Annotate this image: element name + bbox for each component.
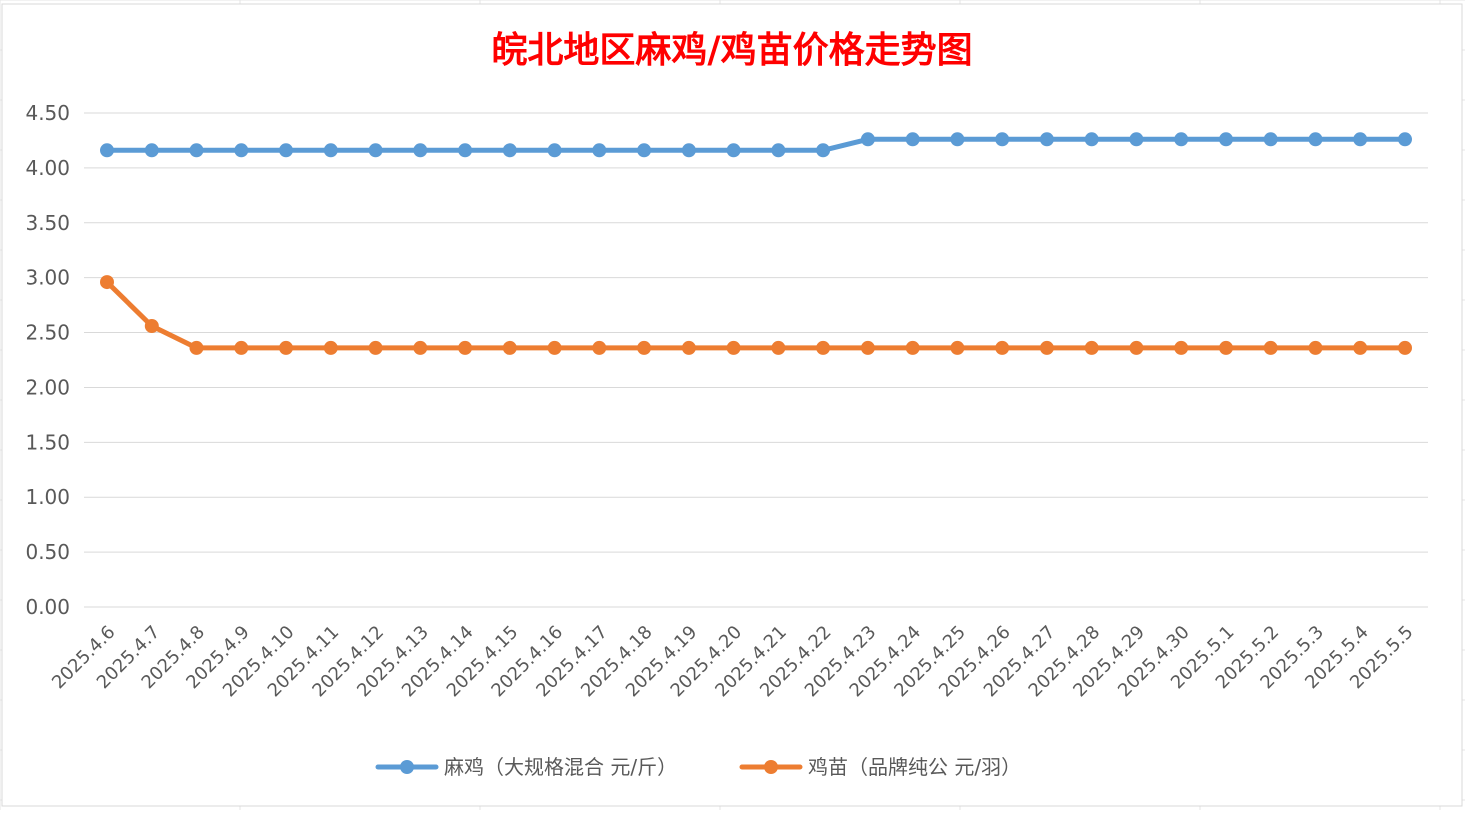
data-point[interactable] — [368, 143, 383, 158]
y-tick-label: 4.50 — [25, 101, 70, 125]
data-point[interactable] — [592, 143, 607, 158]
data-point[interactable] — [189, 143, 204, 158]
data-point[interactable] — [1308, 340, 1323, 355]
data-point[interactable] — [547, 340, 562, 355]
y-tick-label: 1.50 — [25, 430, 70, 454]
data-point[interactable] — [1174, 340, 1189, 355]
data-point[interactable] — [860, 340, 875, 355]
data-point[interactable] — [1129, 340, 1144, 355]
y-gridlines — [84, 112, 1428, 608]
y-tick-label: 1.00 — [25, 485, 70, 509]
data-point[interactable] — [771, 143, 786, 158]
data-point[interactable] — [950, 132, 965, 147]
data-point[interactable] — [1398, 340, 1412, 355]
data-point[interactable] — [1084, 132, 1099, 147]
data-point[interactable] — [458, 143, 473, 158]
data-point[interactable] — [413, 143, 428, 158]
data-point[interactable] — [905, 340, 920, 355]
data-point[interactable] — [100, 143, 114, 158]
data-point[interactable] — [1129, 132, 1144, 147]
y-tick-label: 2.50 — [25, 321, 70, 345]
data-point[interactable] — [1219, 132, 1233, 147]
data-point[interactable] — [905, 132, 920, 147]
chart-title: 皖北地区麻鸡/鸡苗价格走势图 — [491, 29, 972, 71]
plot-area-series — [100, 132, 1412, 355]
data-point[interactable] — [458, 340, 473, 355]
data-point[interactable] — [637, 143, 652, 158]
data-point[interactable] — [502, 340, 517, 355]
legend-label: 麻鸡（大规格混合 元/斤） — [444, 755, 677, 779]
y-tick-label: 0.00 — [25, 595, 70, 619]
legend-label: 鸡苗（品牌纯公 元/羽） — [808, 755, 1021, 779]
data-point[interactable] — [279, 340, 293, 355]
data-point[interactable] — [995, 340, 1010, 355]
data-point[interactable] — [860, 132, 875, 147]
data-point[interactable] — [1039, 132, 1054, 147]
data-point[interactable] — [189, 340, 204, 355]
series-1 — [100, 132, 1412, 158]
data-point[interactable] — [234, 340, 249, 355]
data-point[interactable] — [234, 143, 249, 158]
data-point[interactable] — [1219, 340, 1233, 355]
data-point[interactable] — [279, 143, 293, 158]
data-point[interactable] — [1084, 340, 1099, 355]
y-tick-label: 2.00 — [25, 375, 70, 399]
data-point[interactable] — [681, 143, 696, 158]
data-point[interactable] — [1174, 132, 1189, 147]
data-point[interactable] — [1263, 340, 1278, 355]
data-point[interactable] — [144, 143, 159, 158]
data-point[interactable] — [1398, 132, 1412, 147]
data-point[interactable] — [681, 340, 696, 355]
y-tick-label: 0.50 — [25, 540, 70, 564]
legend-marker-swatch — [400, 760, 414, 774]
legend: 麻鸡（大规格混合 元/斤） 鸡苗（品牌纯公 元/羽） — [375, 755, 1021, 779]
data-point[interactable] — [592, 340, 607, 355]
data-point[interactable] — [726, 143, 741, 158]
data-point[interactable] — [368, 340, 383, 355]
y-tick-label: 4.00 — [25, 156, 70, 180]
series-2 — [100, 275, 1412, 355]
legend-item[interactable]: 麻鸡（大规格混合 元/斤） — [375, 755, 677, 779]
y-tick-label: 3.00 — [25, 266, 70, 290]
data-point[interactable] — [1263, 132, 1278, 147]
data-point[interactable] — [100, 275, 114, 290]
data-point[interactable] — [323, 340, 338, 355]
data-point[interactable] — [1039, 340, 1054, 355]
data-point[interactable] — [637, 340, 652, 355]
series-line — [104, 279, 1408, 351]
data-point[interactable] — [950, 340, 965, 355]
data-point[interactable] — [1353, 340, 1368, 355]
data-point[interactable] — [1308, 132, 1323, 147]
data-point[interactable] — [816, 340, 831, 355]
data-point[interactable] — [547, 143, 562, 158]
data-point[interactable] — [144, 319, 159, 333]
data-point[interactable] — [816, 143, 831, 158]
data-point[interactable] — [771, 340, 786, 355]
data-point[interactable] — [502, 143, 517, 158]
data-point[interactable] — [995, 132, 1010, 147]
legend-item[interactable]: 鸡苗（品牌纯公 元/羽） — [739, 755, 1021, 779]
y-tick-label: 3.50 — [25, 211, 70, 235]
data-point[interactable] — [1353, 132, 1368, 147]
data-point[interactable] — [323, 143, 338, 158]
y-axis-tick-labels: 0.00 0.50 1.00 1.50 2.00 2.50 3.00 3.50 4.00 4.50 — [25, 101, 70, 619]
data-point[interactable] — [726, 340, 741, 355]
series-line — [104, 136, 1408, 153]
data-point[interactable] — [413, 340, 428, 355]
legend-marker-swatch — [764, 760, 778, 774]
